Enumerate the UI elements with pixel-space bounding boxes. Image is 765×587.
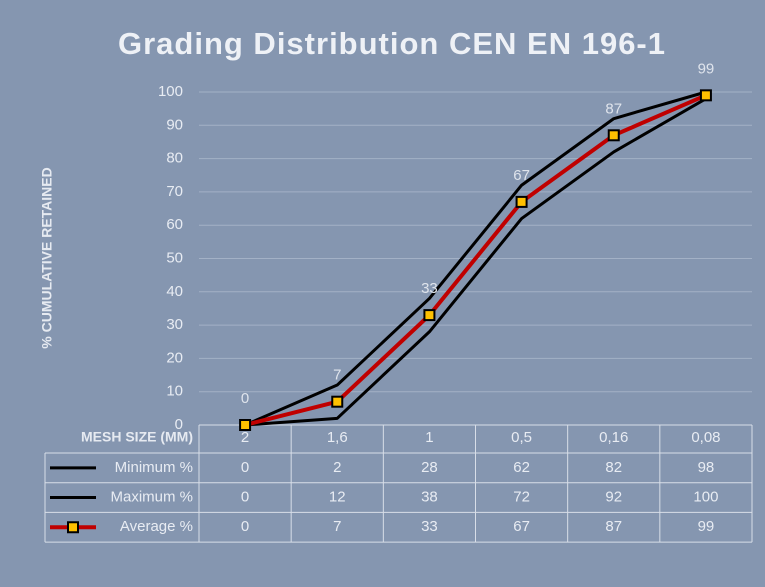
legend-marker xyxy=(67,521,79,534)
table-cell: 12 xyxy=(329,489,346,506)
table-cell: 62 xyxy=(513,459,530,476)
table-cell: 33 xyxy=(421,518,438,535)
y-tick-label: 20 xyxy=(166,349,183,366)
y-tick-label: 60 xyxy=(166,216,183,233)
marker xyxy=(423,309,436,322)
legend-label: Maximum % xyxy=(110,489,193,506)
y-tick-label: 70 xyxy=(166,183,183,200)
y-tick-label: 40 xyxy=(166,283,183,300)
y-tick-label: 30 xyxy=(166,316,183,333)
marker xyxy=(607,129,620,142)
x-tick-label: 0,5 xyxy=(511,429,532,446)
table-cell: 98 xyxy=(698,459,715,476)
x-tick-label: 2 xyxy=(241,429,249,446)
x-tick-label: 0,08 xyxy=(691,429,720,446)
table-cell: 82 xyxy=(605,459,622,476)
legend-label: Minimum % xyxy=(115,459,193,476)
marker xyxy=(239,419,252,431)
series-line xyxy=(244,93,707,427)
x-tick-label: 0,16 xyxy=(599,429,628,446)
table-cell: 92 xyxy=(605,489,622,506)
table-cell: 87 xyxy=(605,518,622,535)
table-cell: 0 xyxy=(241,518,249,535)
data-label: 0 xyxy=(241,390,249,407)
table-cell: 38 xyxy=(421,489,438,506)
y-tick-label: 10 xyxy=(166,383,183,400)
series-line xyxy=(244,97,707,427)
y-tick-label: 100 xyxy=(158,83,183,100)
y-tick-label: 0 xyxy=(175,416,183,433)
data-label: 33 xyxy=(421,280,438,297)
data-label: 7 xyxy=(333,367,341,384)
table-cell: 99 xyxy=(698,518,715,535)
table-cell: 67 xyxy=(513,518,530,535)
marker xyxy=(331,395,344,408)
y-axis-label: % CUMULATIVE RETAINED xyxy=(39,167,55,348)
chart-title: Grading Distribution CEN EN 196-1 xyxy=(118,26,666,61)
y-tick-label: 90 xyxy=(166,116,183,133)
table-cell: 72 xyxy=(513,489,530,506)
x-tick-label: 1,6 xyxy=(327,429,348,446)
data-label: 99 xyxy=(698,60,715,77)
data-label: 67 xyxy=(513,167,530,184)
table-cell: 0 xyxy=(241,489,249,506)
y-tick-label: 50 xyxy=(166,249,183,266)
data-label: 87 xyxy=(605,100,622,117)
table-cell: 100 xyxy=(693,489,718,506)
table-cell: 28 xyxy=(421,459,438,476)
table-cell: 2 xyxy=(333,459,341,476)
y-tick-label: 80 xyxy=(166,150,183,167)
table-cell: 7 xyxy=(333,518,341,535)
table-cell: 0 xyxy=(241,459,249,476)
marker xyxy=(699,89,712,102)
legend-label: Average % xyxy=(120,518,193,535)
x-tick-label: 1 xyxy=(425,429,433,446)
marker xyxy=(515,195,528,208)
x-axis-label: MESH SIZE (MM) xyxy=(81,429,193,445)
series-line xyxy=(244,90,707,427)
